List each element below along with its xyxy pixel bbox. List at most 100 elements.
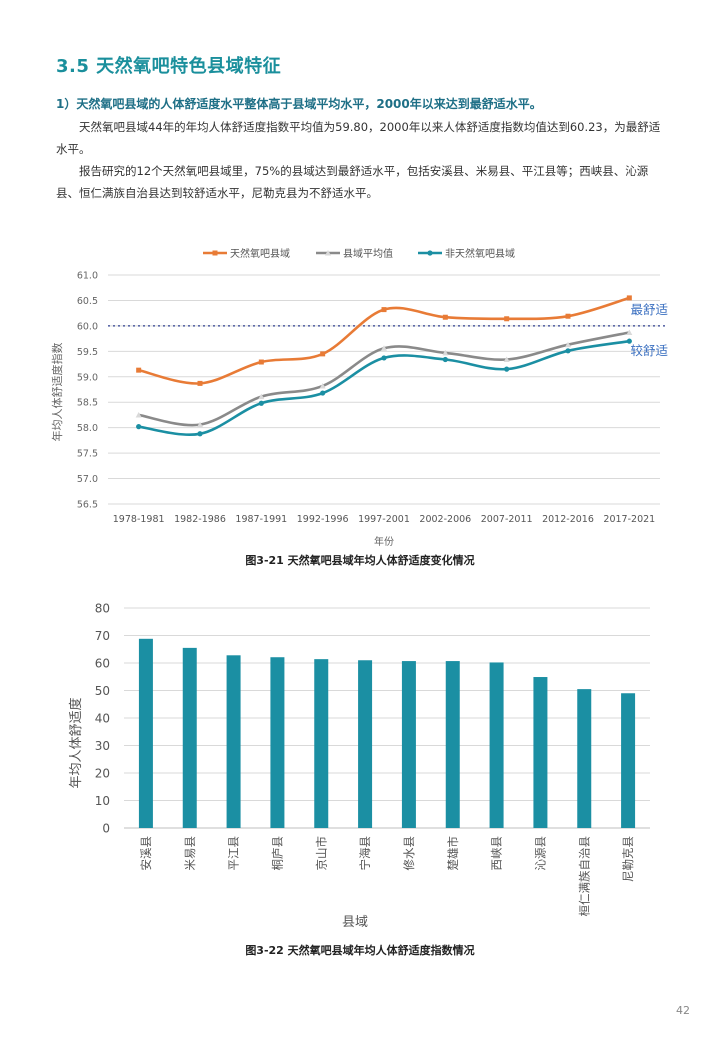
legend-label: 天然氧吧县域 xyxy=(230,247,290,260)
data-point xyxy=(503,356,510,362)
data-point xyxy=(136,367,142,373)
figure-caption-1: 图3-21 天然氧吧县域年均人体舒适度变化情况 xyxy=(245,554,475,567)
x-tick-label: 米易县 xyxy=(183,836,197,871)
data-point xyxy=(565,348,571,354)
bar-chart-x-ticks: 安溪县 米易县 平江县 桐庐县 京山市 宁海县 修水县 楚雄市 西峡县 沁源县 桓仁满族自治县 尼勒克… xyxy=(139,836,635,917)
x-tick-label: 桐庐县 xyxy=(270,836,284,871)
data-point xyxy=(565,341,571,348)
x-tick-label: 2012-2016 xyxy=(542,514,594,525)
data-point xyxy=(442,314,448,320)
x-tick-label: 1992-1996 xyxy=(297,514,349,525)
data-point xyxy=(320,351,326,357)
bar xyxy=(182,647,197,828)
y-tick-label: 60.0 xyxy=(77,321,98,332)
legend-label: 非天然氧吧县域 xyxy=(445,247,515,260)
figure-caption-2: 图3-22 天然氧吧县域年均人体舒适度指数情况 xyxy=(245,944,475,957)
paragraph-1: 天然氧吧县域44年的年均人体舒适度指数平均值为59.80，2000年以来人体舒适… xyxy=(56,120,661,156)
bar-chart-x-axis-label: 县域 xyxy=(342,915,368,930)
bar xyxy=(226,655,241,828)
bar xyxy=(138,638,153,828)
paragraph-2: 报告研究的12个天然氧吧县域里，75%的县域达到最舒适水平，包括安溪县、米易县、… xyxy=(56,164,649,200)
x-tick-label: 桓仁满族自治县 xyxy=(577,836,591,917)
line-chart-legend: 天然氧吧县域 县域平均值 非天然氧吧县域 xyxy=(203,247,515,260)
y-tick-label: 60.5 xyxy=(77,296,98,307)
y-tick-label: 40 xyxy=(95,712,110,726)
legend-item: 县域平均值 xyxy=(316,247,393,260)
line-chart-x-axis-label: 年份 xyxy=(374,535,394,548)
y-tick-label: 57.0 xyxy=(77,474,98,485)
bar-chart: 0 10 20 30 40 50 60 70 80 安溪县 米易县 平江县 桐庐县 京山市 宁海县 修水县 楚… xyxy=(68,602,650,930)
y-tick-label: 58.5 xyxy=(77,398,98,409)
x-tick-label: 西峡县 xyxy=(490,836,504,871)
bar xyxy=(270,657,285,828)
y-tick-label: 80 xyxy=(95,602,110,616)
series-2 xyxy=(135,329,633,428)
x-tick-label: 2007-2011 xyxy=(481,514,533,525)
data-point xyxy=(626,295,632,301)
y-tick-label: 59.0 xyxy=(77,372,98,383)
bar-chart-gridlines xyxy=(124,607,650,829)
x-tick-label: 平江县 xyxy=(227,836,241,871)
x-tick-label: 楚雄市 xyxy=(446,836,460,871)
y-tick-label: 57.5 xyxy=(77,449,98,460)
comfortable-label: 较舒适 xyxy=(630,343,668,358)
y-tick-label: 20 xyxy=(95,767,110,781)
data-point xyxy=(136,424,142,430)
bar-chart-bars xyxy=(138,638,636,828)
most-comfortable-label: 最舒适 xyxy=(630,302,668,317)
data-point xyxy=(258,359,264,365)
data-point xyxy=(442,349,449,356)
x-tick-label: 2017-2021 xyxy=(603,514,655,525)
y-tick-label: 30 xyxy=(95,739,110,753)
series-line xyxy=(138,331,630,427)
y-tick-label: 0 xyxy=(102,822,110,836)
legend-label: 县域平均值 xyxy=(343,247,393,260)
x-tick-label: 1997-2001 xyxy=(358,514,410,525)
bar xyxy=(621,693,636,828)
data-point xyxy=(626,329,633,336)
legend-item: 天然氧吧县域 xyxy=(203,247,290,260)
data-point xyxy=(381,355,387,361)
subheading: 1）天然氧吧县域的人体舒适度水平整体高于县域平均水平，2000年以来达到最舒适水… xyxy=(56,97,542,111)
bar xyxy=(401,661,416,828)
bar-chart-y-axis-label: 年均人体舒适度 xyxy=(68,697,84,788)
y-tick-label: 10 xyxy=(95,794,110,808)
data-point xyxy=(258,400,264,406)
line-chart: 天然氧吧县域 县域平均值 非天然氧吧县域 56.5 57.0 57.5 58.0 58.5 5… xyxy=(50,247,668,548)
y-tick-label: 50 xyxy=(95,684,110,698)
bar xyxy=(489,662,504,828)
data-point xyxy=(319,382,326,389)
y-tick-label: 59.5 xyxy=(77,347,98,358)
page-number: 42 xyxy=(676,1004,690,1017)
x-tick-label: 安溪县 xyxy=(139,836,153,871)
line-chart-y-axis-label: 年均人体舒适度指数 xyxy=(50,343,64,442)
x-tick-label: 1987-1991 xyxy=(235,514,287,525)
bar xyxy=(358,660,373,828)
x-tick-label: 修水县 xyxy=(402,836,416,871)
x-tick-label: 2002-2006 xyxy=(419,514,471,525)
data-point xyxy=(504,366,510,372)
series-1 xyxy=(136,295,632,386)
y-tick-label: 56.5 xyxy=(77,500,98,511)
data-point xyxy=(197,380,203,386)
data-point xyxy=(381,307,387,313)
bar xyxy=(533,677,548,828)
data-point xyxy=(320,390,326,396)
data-point xyxy=(381,345,387,351)
y-tick-label: 70 xyxy=(95,629,110,643)
data-point xyxy=(258,393,265,400)
line-chart-x-ticks: 1978-1981 1982-1986 1987-1991 1992-1996 1997… xyxy=(113,514,655,525)
series-3 xyxy=(136,338,632,437)
data-point xyxy=(197,431,203,437)
section-title: 3.5 天然氧吧特色县域特征 xyxy=(56,56,282,77)
data-point xyxy=(442,356,448,363)
x-tick-label: 1978-1981 xyxy=(113,514,165,525)
y-tick-label: 61.0 xyxy=(77,271,98,282)
x-tick-label: 1982-1986 xyxy=(174,514,226,525)
bar xyxy=(445,661,460,828)
data-point xyxy=(626,338,632,344)
y-tick-label: 58.0 xyxy=(77,423,98,434)
bar xyxy=(577,689,592,828)
data-point xyxy=(197,421,203,428)
